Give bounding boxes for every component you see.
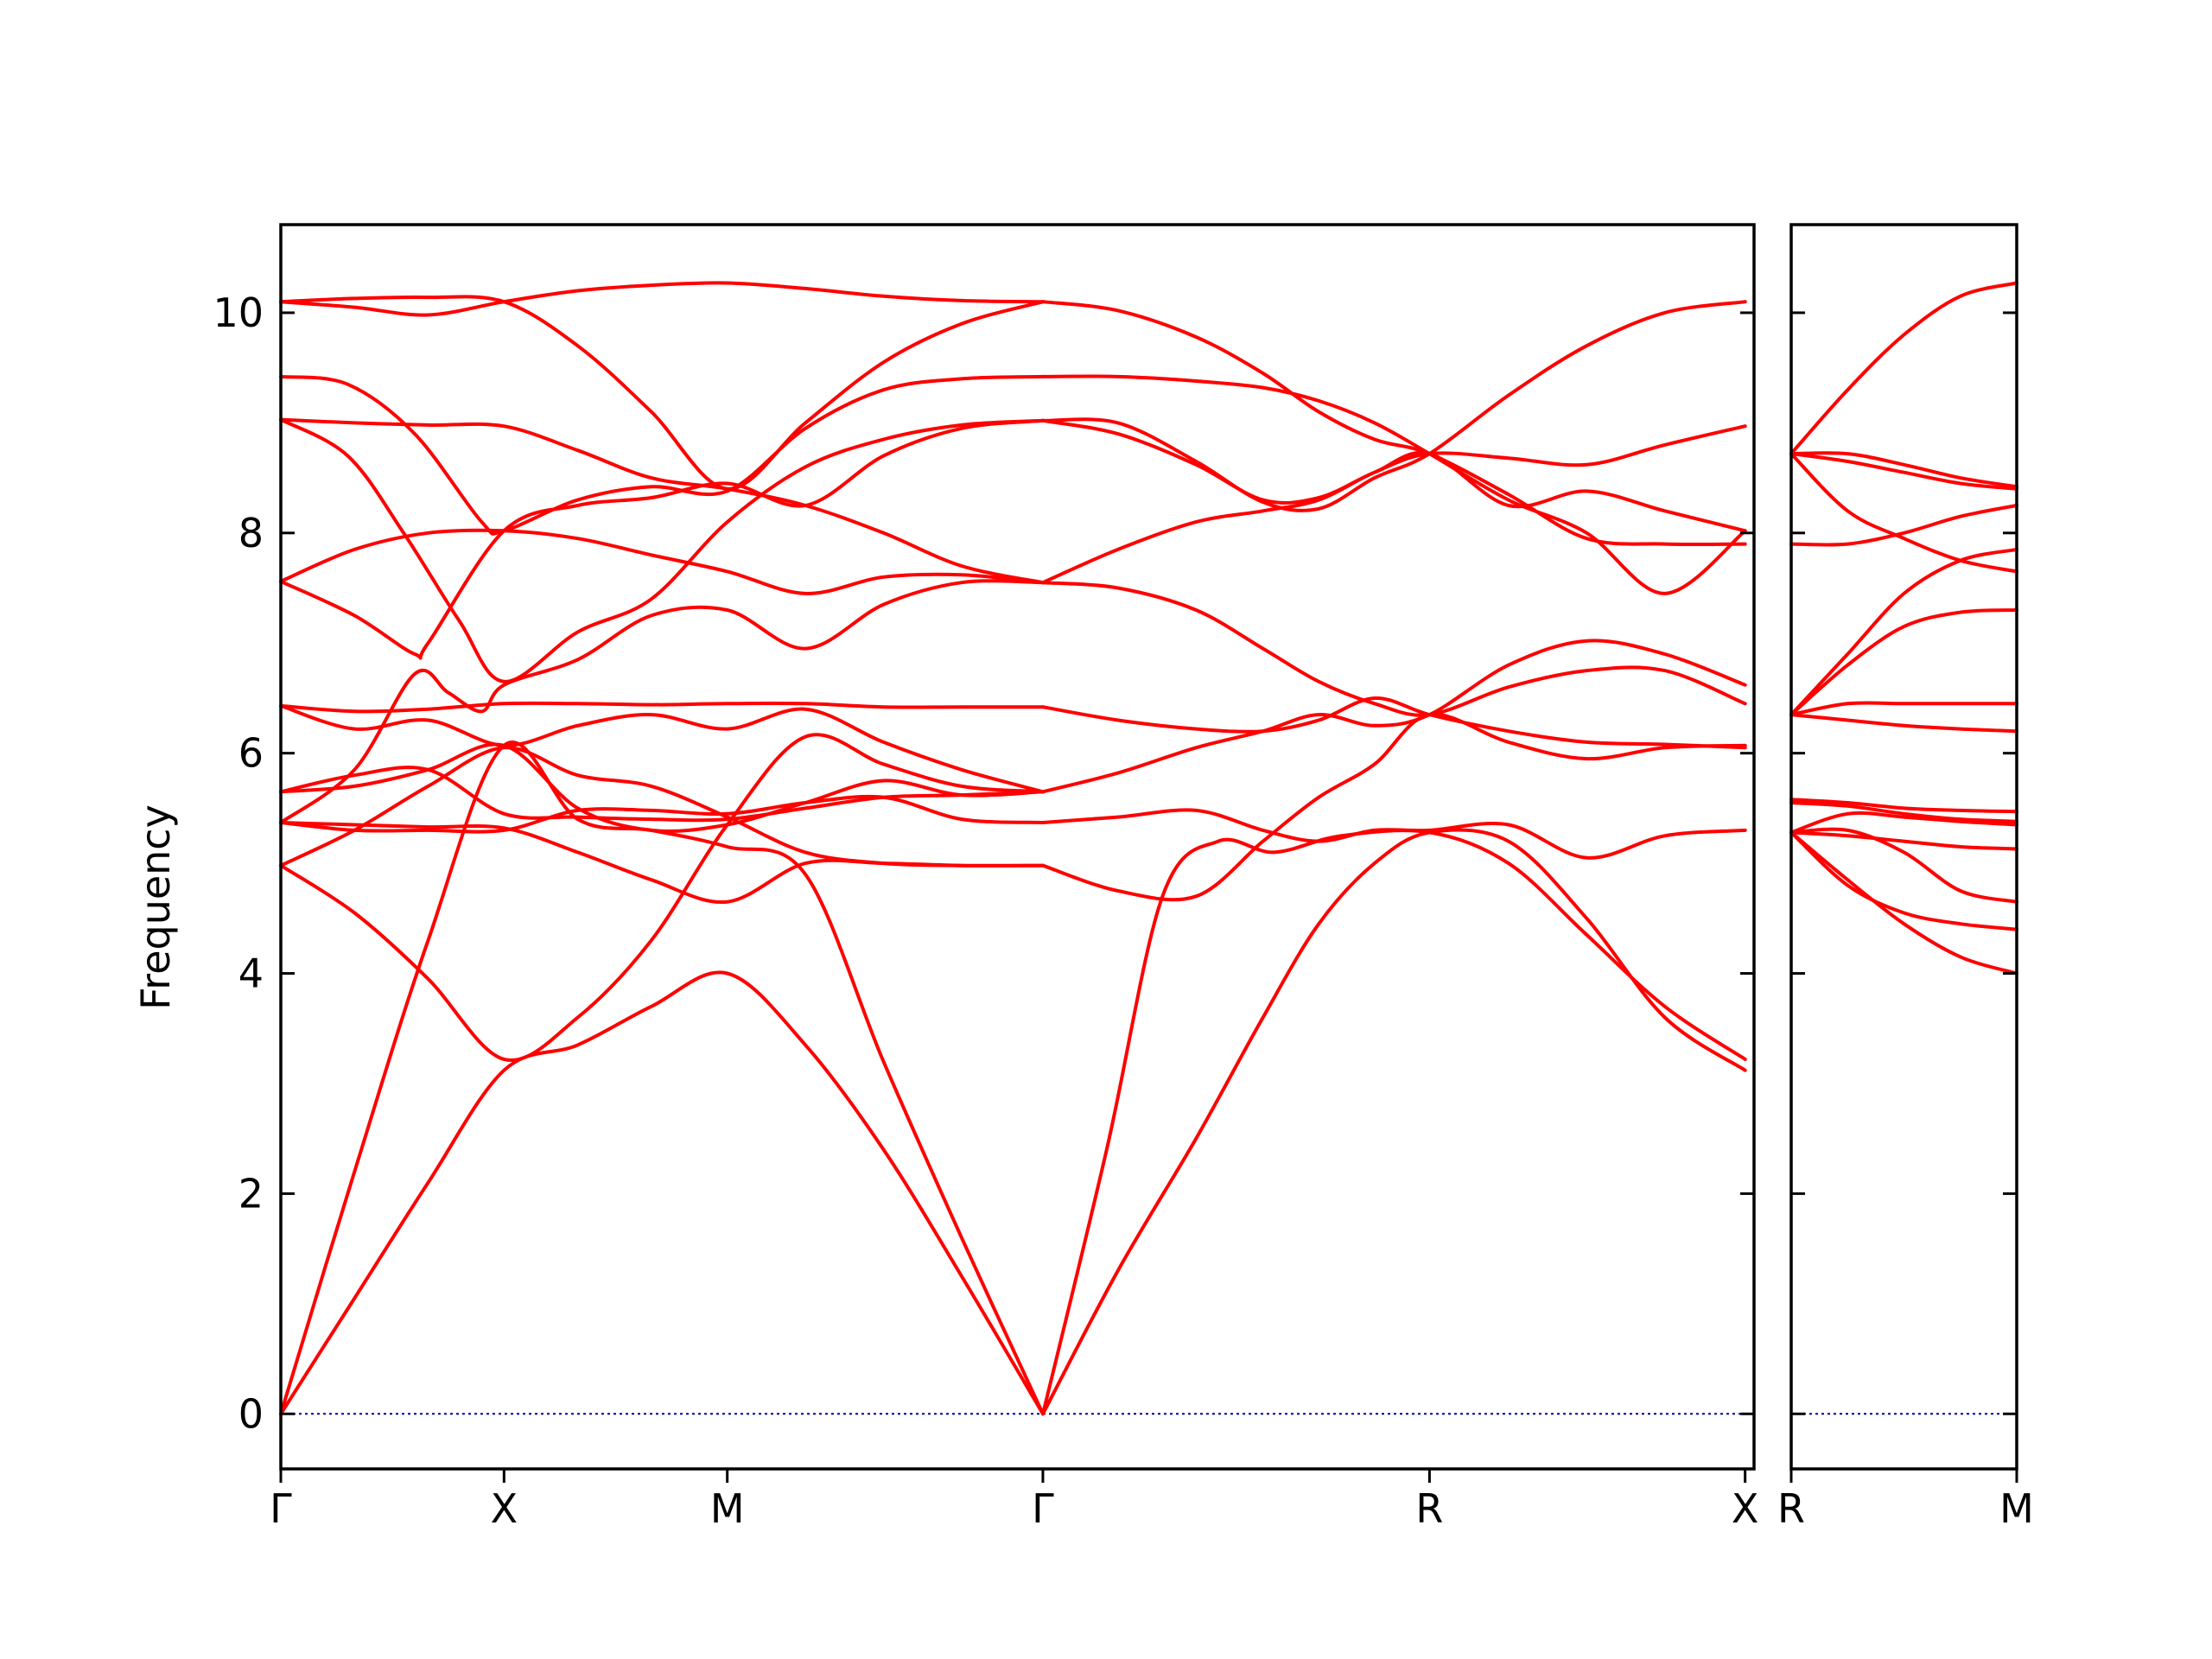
right-panel-band-5 bbox=[1789, 504, 2018, 547]
right-panel-band-14 bbox=[1789, 827, 2018, 904]
left-panel-xtick-label-3: M bbox=[710, 1485, 745, 1532]
left-panel-band-6 bbox=[279, 418, 1045, 660]
left-panel-band-4 bbox=[279, 417, 1045, 683]
ytick-label: 6 bbox=[238, 730, 264, 777]
left-panel-band-20 bbox=[1041, 829, 1747, 1416]
left-panel-band-17 bbox=[279, 741, 1045, 1416]
right-panel-band-13 bbox=[1789, 830, 2018, 851]
left-panel-band-9 bbox=[279, 701, 1045, 714]
right-panel-band-7 bbox=[1789, 608, 2018, 717]
right-panel-band-8 bbox=[1789, 701, 2018, 717]
left-panel-xtick-label-1: Γ bbox=[270, 1485, 292, 1532]
left-panel-band-7 bbox=[279, 528, 1045, 595]
right-panel-frame bbox=[1789, 223, 2018, 1471]
left-panel-band-21 bbox=[1041, 712, 1747, 902]
right-panel-xtick-label-1: R bbox=[1777, 1485, 1805, 1532]
right-panel-band-3 bbox=[1789, 452, 2018, 491]
left-panel-band-10 bbox=[279, 703, 1045, 794]
left-panel-band-1 bbox=[279, 281, 1045, 317]
y-axis-label: Frequency bbox=[132, 804, 179, 1010]
left-panel-band-28 bbox=[1041, 300, 1747, 512]
left-panel-band-25 bbox=[1041, 581, 1747, 717]
right-panel-band-10 bbox=[1789, 798, 2018, 814]
left-panel-band-15 bbox=[279, 746, 1045, 868]
right-panel-band-9 bbox=[1789, 713, 2018, 734]
phonon-bands bbox=[279, 281, 2018, 1416]
right-panel-band-4 bbox=[1789, 452, 2018, 574]
right-panel-band-2 bbox=[1789, 451, 2018, 489]
ytick-label: 0 bbox=[238, 1390, 264, 1437]
left-panel-band-16 bbox=[279, 733, 1045, 1062]
right-panel-band-12 bbox=[1789, 810, 2018, 835]
ytick-label: 2 bbox=[238, 1170, 264, 1217]
left-panel-band-24 bbox=[1041, 696, 1747, 750]
right-panel-band-15 bbox=[1789, 830, 2018, 931]
left-panel-xtick-label-6: X bbox=[1732, 1485, 1759, 1532]
right-panel-band-16 bbox=[1789, 830, 2018, 976]
left-panel-band-23 bbox=[1041, 639, 1747, 794]
ytick-label: 4 bbox=[238, 950, 264, 997]
right-panel-band-11 bbox=[1789, 801, 2018, 823]
left-panel-band-2 bbox=[279, 295, 1045, 491]
left-panel-xtick-label-4: Γ bbox=[1032, 1485, 1054, 1532]
left-panel-band-12 bbox=[279, 766, 1045, 823]
left-panel-frame bbox=[279, 223, 1756, 1471]
right-panel-xtick-label-2: M bbox=[1999, 1485, 2034, 1532]
left-panel-band-5 bbox=[279, 417, 1045, 585]
left-panel-xtick-label-2: X bbox=[491, 1485, 518, 1532]
ytick-label: 8 bbox=[238, 510, 264, 556]
left-panel-band-19 bbox=[1041, 828, 1747, 1416]
left-panel-band-14 bbox=[279, 821, 1045, 905]
left-panel-band-8 bbox=[279, 579, 1045, 824]
left-panel-band-22 bbox=[1041, 808, 1747, 860]
left-panel-band-3 bbox=[279, 374, 1045, 536]
left-panel-band-29 bbox=[1041, 374, 1747, 595]
left-panel-band-27 bbox=[1041, 418, 1747, 533]
left-panel-xtick-label-5: R bbox=[1415, 1485, 1443, 1532]
left-panel-band-18 bbox=[279, 970, 1045, 1416]
right-panel-band-6 bbox=[1789, 547, 2018, 717]
ytick-label: 10 bbox=[213, 289, 264, 336]
left-panel-band-13 bbox=[279, 794, 1045, 834]
left-panel-band-30 bbox=[1041, 300, 1747, 547]
right-panel-band-1 bbox=[1789, 281, 2018, 456]
